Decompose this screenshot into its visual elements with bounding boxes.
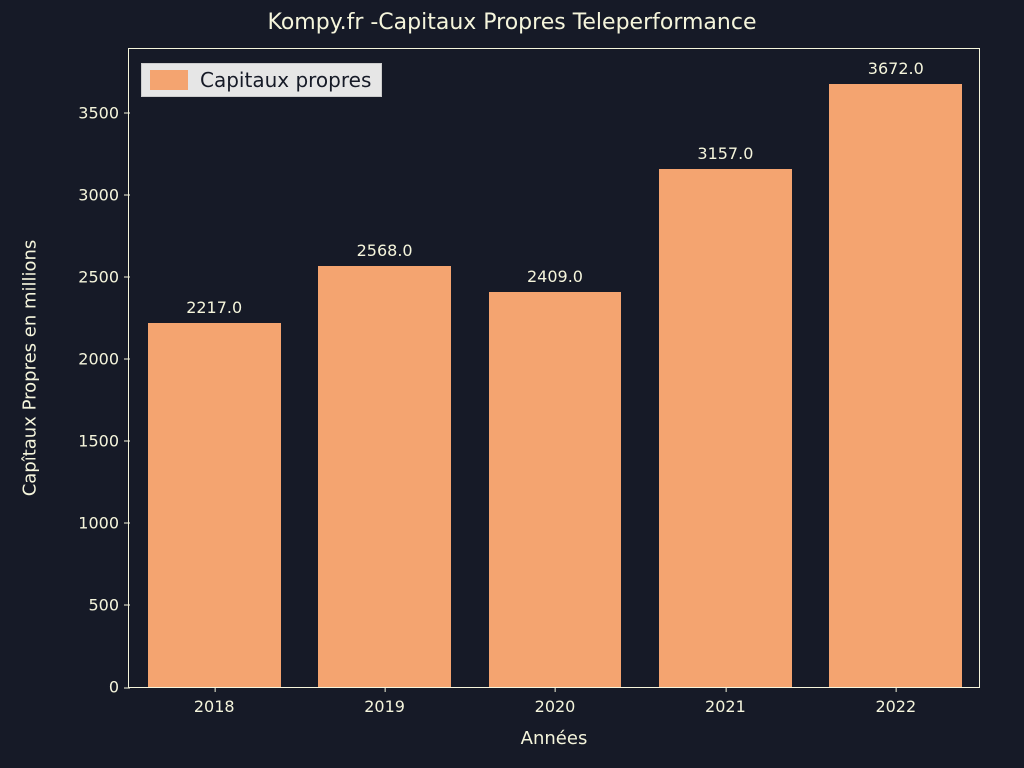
bar (659, 169, 792, 687)
y-tick: 2000 (78, 349, 129, 368)
bar (489, 292, 622, 687)
plot-area: Capitaux propres 05001000150020002500300… (128, 48, 980, 688)
legend: Capitaux propres (141, 63, 382, 97)
y-tick: 1500 (78, 431, 129, 450)
bar (318, 266, 451, 687)
y-tick: 500 (88, 595, 129, 614)
bar (148, 323, 281, 687)
x-tick: 2020 (535, 687, 576, 716)
y-tick: 0 (109, 678, 129, 697)
x-tick: 2019 (364, 687, 405, 716)
bar (829, 84, 962, 687)
y-tick: 2500 (78, 267, 129, 286)
chart-container: Kompy.fr -Capitaux Propres Teleperforman… (0, 0, 1024, 768)
x-tick: 2018 (194, 687, 235, 716)
x-tick: 2021 (705, 687, 746, 716)
x-tick: 2022 (875, 687, 916, 716)
x-axis-label: Années (128, 728, 980, 749)
y-axis-label: Capîtaux Propres en millions (20, 240, 41, 497)
y-tick: 3500 (78, 103, 129, 122)
bar-value-label: 3672.0 (829, 59, 962, 78)
chart-title: Kompy.fr -Capitaux Propres Teleperforman… (0, 10, 1024, 35)
y-tick: 3000 (78, 185, 129, 204)
bar-value-label: 2409.0 (489, 267, 622, 286)
bar-value-label: 2568.0 (318, 241, 451, 260)
legend-label: Capitaux propres (200, 68, 371, 92)
y-tick: 1000 (78, 513, 129, 532)
bar-value-label: 2217.0 (148, 298, 281, 317)
bar-value-label: 3157.0 (659, 144, 792, 163)
legend-swatch (150, 70, 188, 90)
